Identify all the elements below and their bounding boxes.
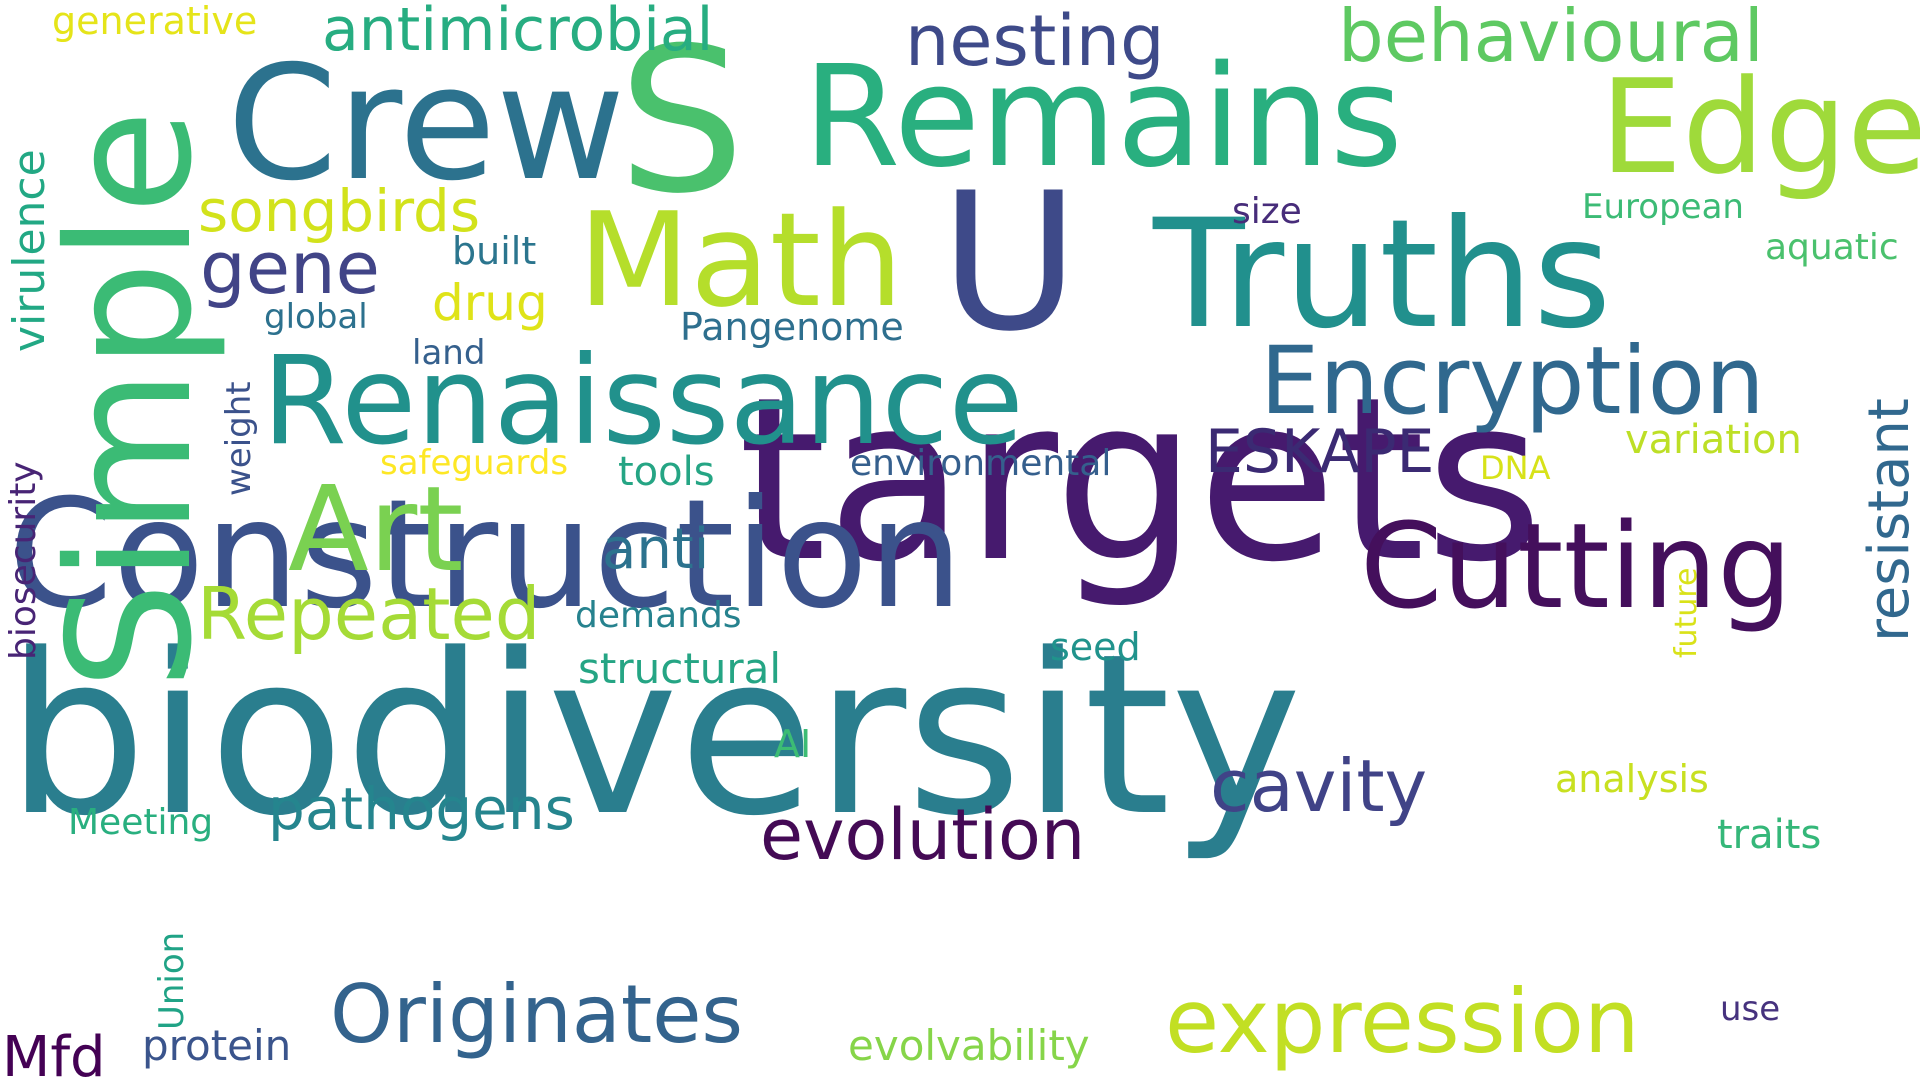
word-drug: drug — [432, 274, 548, 332]
word-nesting: nesting — [905, 0, 1165, 82]
word-european: European — [1582, 187, 1744, 227]
word-biosecurity: biosecurity — [3, 461, 44, 660]
word-union: Union — [152, 931, 192, 1030]
word-resistant: resistant — [1857, 398, 1920, 642]
word-safeguards: safeguards — [380, 443, 569, 483]
word-traits: traits — [1717, 812, 1822, 858]
word-construction: Construction — [8, 468, 964, 642]
word-future: future — [1669, 567, 1704, 658]
word-art: Art — [288, 460, 464, 598]
word-simple: Simple — [32, 109, 230, 690]
word-built: built — [452, 229, 537, 273]
word-evolution: evolution — [760, 794, 1086, 876]
word-u: U — [940, 152, 1080, 373]
word-originates: Originates — [330, 968, 744, 1061]
word-biodiversity: biodiversity — [6, 607, 1303, 865]
word-evolvability: evolvability — [848, 1021, 1090, 1070]
word-variation: variation — [1625, 417, 1802, 463]
word-tools: tools — [618, 449, 715, 495]
word-gene: gene — [200, 226, 380, 310]
word-crew: Crew — [227, 32, 626, 216]
word-global: global — [264, 297, 368, 337]
word-behavioural: behavioural — [1338, 0, 1764, 78]
word-generative: generative — [52, 0, 258, 43]
word-songbirds: songbirds — [198, 177, 481, 245]
word-weight: weight — [219, 381, 259, 496]
word-structural: structural — [578, 644, 782, 693]
word-analysis: analysis — [1555, 757, 1709, 801]
word-antimicrobial: antimicrobial — [322, 0, 714, 65]
word-size: size — [1232, 191, 1302, 232]
word-use: use — [1720, 989, 1781, 1029]
word-s: S — [618, 5, 745, 238]
word-renaissance: Renaissance — [262, 330, 1024, 472]
word-ai: AI — [774, 722, 812, 766]
word-repeated: Repeated — [197, 572, 541, 656]
word-truths: Truths — [1153, 188, 1612, 362]
word-meeting: Meeting — [68, 802, 214, 843]
word-expression: expression — [1165, 970, 1640, 1073]
word-seed: seed — [1050, 625, 1141, 669]
word-mfd: Mfd — [2, 1025, 106, 1080]
word-encryption: Encryption — [1260, 327, 1765, 436]
word-remains: Remains — [803, 36, 1403, 199]
word-demands: demands — [575, 595, 742, 636]
word-land: land — [412, 333, 486, 373]
word-dna: DNA — [1480, 449, 1551, 487]
word-environmental: environmental — [850, 443, 1112, 484]
word-eskape: ESKAPE — [1205, 417, 1435, 487]
word-cutting: Cutting — [1360, 497, 1793, 635]
word-pathogens: pathogens — [268, 775, 575, 843]
word-math: Math — [578, 184, 904, 336]
word-targets: targets — [738, 349, 1543, 612]
word-aquatic: aquatic — [1765, 227, 1899, 268]
word-pangenome: Pangenome — [680, 305, 904, 349]
word-edge: Edge — [1600, 51, 1920, 203]
word-virulence: virulence — [4, 149, 55, 352]
word-protein: protein — [142, 1021, 292, 1070]
word-cavity: cavity — [1210, 744, 1428, 828]
word-anti: anti — [602, 517, 710, 582]
